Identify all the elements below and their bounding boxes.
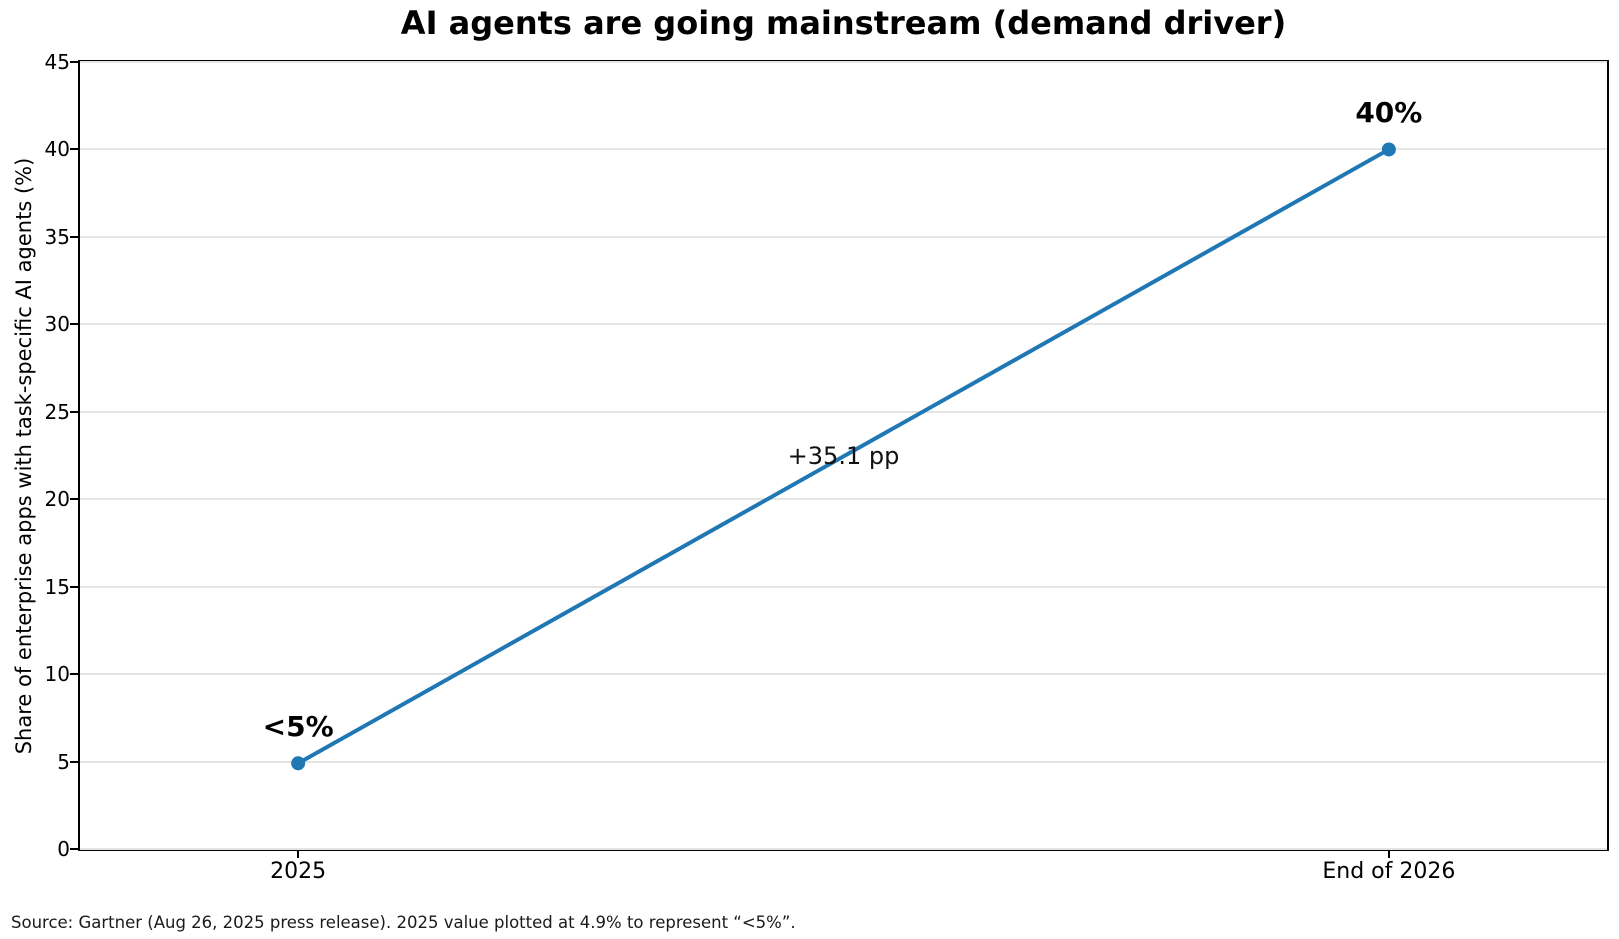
gridline	[80, 498, 1607, 501]
x-tick-mark	[297, 851, 300, 858]
source-note: Source: Gartner (Aug 26, 2025 press rele…	[11, 913, 796, 932]
y-axis-label: Share of enterprise apps with task-speci…	[12, 157, 36, 755]
gridline	[80, 323, 1607, 326]
gridline	[80, 848, 1607, 850]
x-tick-label: End of 2026	[1322, 859, 1456, 884]
y-tick-mark	[70, 848, 78, 850]
y-tick-label: 30	[44, 312, 70, 337]
y-tick-mark	[70, 61, 78, 63]
trend-line	[296, 147, 1391, 766]
delta-annotation: +35.1 pp	[787, 442, 900, 471]
y-tick-mark	[70, 760, 78, 763]
x-tick-mark	[1387, 851, 1390, 858]
chart-title: AI agents are going mainstream (demand d…	[400, 4, 1287, 42]
y-tick-label: 15	[44, 574, 70, 599]
gridline	[80, 760, 1607, 763]
y-tick-mark	[70, 673, 78, 676]
y-tick-label: 35	[44, 224, 70, 249]
y-tick-mark	[70, 410, 78, 413]
x-tick-label: 2025	[270, 859, 327, 884]
y-tick-mark	[70, 148, 78, 151]
y-tick-label: 0	[57, 837, 70, 861]
y-tick-label: 40	[44, 137, 70, 162]
gridline	[80, 673, 1607, 676]
plot-area: 0 5 10 15 20 25 30 35 40 45 2025 End of 2026 <5% 40…	[45, 50, 1609, 884]
data-label: 40%	[1355, 96, 1423, 130]
y-tick-mark	[70, 323, 78, 326]
gridline	[80, 585, 1607, 588]
y-tick-label: 25	[44, 399, 70, 424]
y-tick-mark	[70, 498, 78, 501]
y-tick-mark	[70, 585, 78, 588]
data-point-marker	[291, 756, 306, 771]
y-tick-label: 5	[57, 749, 70, 774]
data-point-marker	[1381, 142, 1396, 157]
y-tick-label: 20	[44, 487, 70, 512]
data-label: <5%	[262, 710, 334, 744]
gridline	[80, 410, 1607, 413]
y-tick-label: 45	[44, 50, 70, 74]
gridline	[80, 61, 1607, 63]
gridline	[80, 235, 1607, 238]
line-series	[291, 142, 1396, 771]
y-tick-label: 10	[44, 662, 70, 687]
gridline	[80, 148, 1607, 151]
y-tick-mark	[70, 235, 78, 238]
